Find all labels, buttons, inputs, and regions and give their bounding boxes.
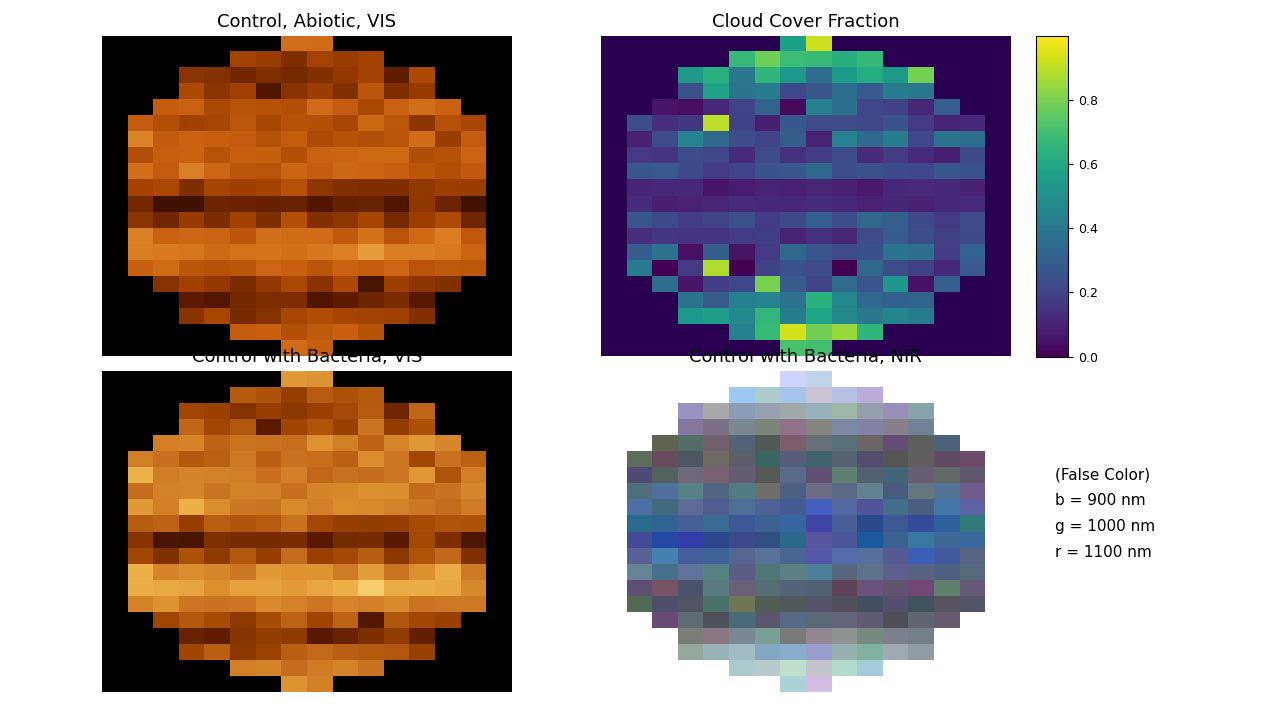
Title: Control with Bacteria, NIR: Control with Bacteria, NIR bbox=[689, 349, 922, 366]
Title: Cloud Cover Fraction: Cloud Cover Fraction bbox=[712, 14, 899, 31]
Text: (False Color)
b = 900 nm
g = 1000 nm
r = 1100 nm: (False Color) b = 900 nm g = 1000 nm r =… bbox=[1055, 467, 1155, 560]
Title: Control with Bacteria, VIS: Control with Bacteria, VIS bbox=[192, 349, 422, 366]
Title: Control, Abiotic, VIS: Control, Abiotic, VIS bbox=[217, 14, 396, 31]
